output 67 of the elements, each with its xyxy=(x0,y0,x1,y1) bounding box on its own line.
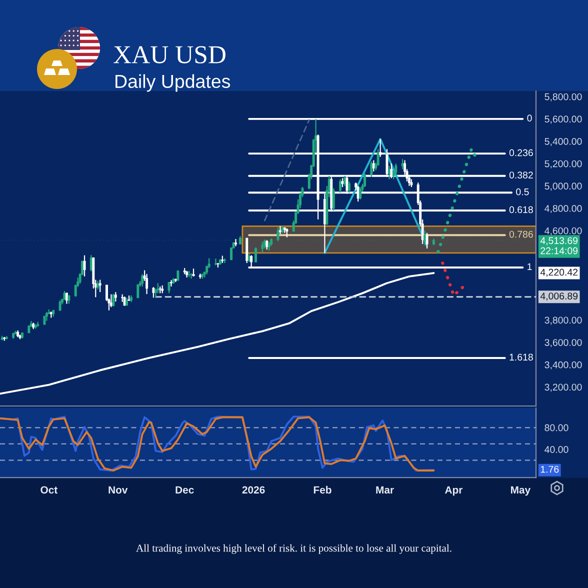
x-tick-label: Dec xyxy=(176,486,194,494)
candlestick xyxy=(339,178,342,194)
candlestick xyxy=(146,273,148,295)
y-tick-label: 4,800.00 xyxy=(544,205,582,214)
candlestick xyxy=(230,246,233,260)
y-tick-label: 5,200.00 xyxy=(544,160,582,168)
candlestick xyxy=(246,237,248,264)
candlestick xyxy=(152,286,155,298)
y-tick-label: 3,400.00 xyxy=(544,361,582,370)
candlestick xyxy=(141,274,144,288)
annotation: 1.76 xyxy=(540,466,559,473)
x-tick-label: Apr xyxy=(445,486,463,496)
y-tick-label: 3,600.00 xyxy=(544,339,582,348)
candlestick xyxy=(136,284,140,299)
chart-subtitle: Daily Updates xyxy=(116,74,230,92)
candlestick xyxy=(424,230,426,246)
candlestick xyxy=(261,241,264,254)
candlestick xyxy=(394,163,398,176)
candlestick xyxy=(254,246,258,264)
candlestick xyxy=(168,281,170,294)
x-tick-label: Nov xyxy=(108,486,128,494)
candlestick xyxy=(266,240,268,250)
y-tick-label: 40.00 xyxy=(544,446,568,453)
data-label: 4,006.89 xyxy=(540,292,578,301)
series-label: 0.618 xyxy=(509,206,533,214)
y-tick-label: 5,600.00 xyxy=(544,116,582,124)
candlestick xyxy=(190,272,193,280)
series-label: 1.618 xyxy=(510,354,533,361)
series-label: 0.5 xyxy=(516,188,529,196)
y-tick-label: 3,200.00 xyxy=(544,384,582,392)
candlestick xyxy=(234,238,237,247)
y-tick-label: 5,800.00 xyxy=(544,93,582,102)
candlestick xyxy=(426,232,428,250)
y-tick-label: 4,600.00 xyxy=(544,227,582,236)
x-tick-label: Mar xyxy=(376,486,394,494)
series-label: 0.786 xyxy=(509,230,533,238)
candlestick xyxy=(348,180,350,194)
x-tick-label: May xyxy=(510,486,531,496)
candlestick xyxy=(370,160,373,178)
candlestick xyxy=(208,258,210,269)
candlestick xyxy=(170,280,172,288)
candlestick xyxy=(83,254,86,277)
legend-label: 1 xyxy=(528,263,532,270)
candlestick xyxy=(114,292,117,302)
candlestick xyxy=(98,279,102,293)
candlestick xyxy=(359,186,362,200)
candlestick xyxy=(112,293,115,308)
text: All trading involves high level of risk. it is possible to lose all your capital. xyxy=(136,544,452,554)
candlestick xyxy=(110,294,112,308)
chart-title: XAU USD xyxy=(114,46,226,64)
candlestick xyxy=(156,282,160,294)
ref-line-label: 4,513.69 22:14:09 xyxy=(540,237,578,254)
candlestick xyxy=(364,173,366,188)
x-tick-label: 2026 xyxy=(242,486,265,494)
line-series xyxy=(0,272,435,395)
series-label: 0.382 xyxy=(509,172,533,179)
y-tick-label: 80.00 xyxy=(544,424,568,432)
y-tick-label: 5,000.00 xyxy=(544,182,582,191)
series-label: 0.236 xyxy=(509,149,533,156)
series-label: 0 xyxy=(527,114,532,122)
x-tick-label: Oct xyxy=(40,486,58,494)
candlestick xyxy=(376,148,380,166)
x-tick-label: Feb xyxy=(314,486,332,494)
y-tick-label: 5,400.00 xyxy=(544,138,582,146)
y-tick-label: 3,800.00 xyxy=(544,316,582,325)
text: 4,220.42 xyxy=(540,268,578,277)
candlestick xyxy=(332,188,335,212)
